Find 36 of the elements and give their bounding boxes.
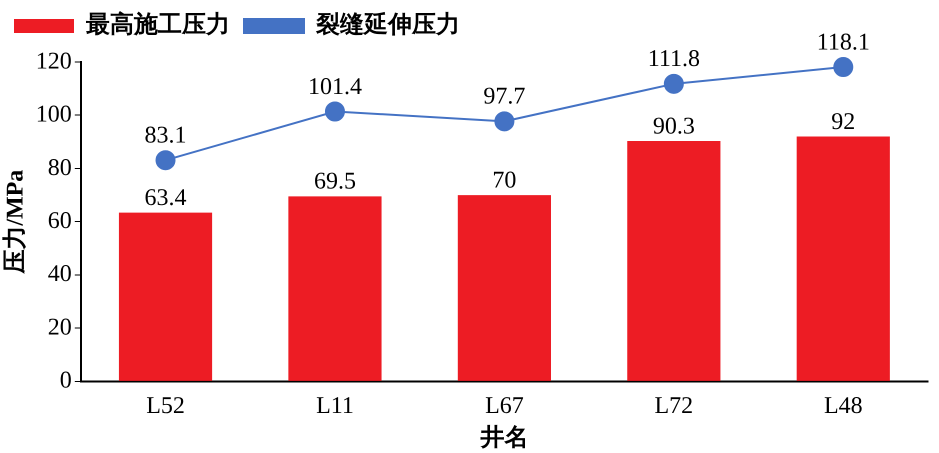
data-label: 101.4 <box>308 74 362 100</box>
legend-label: 最高施工压力 <box>85 10 230 38</box>
y-tick-label: 100 <box>36 102 72 128</box>
point <box>494 111 514 132</box>
data-label: 118.1 <box>816 29 870 56</box>
data-label: 97.7 <box>483 84 526 110</box>
point <box>833 57 854 78</box>
y-axis-title: 压力/MPa <box>2 170 29 275</box>
y-tick-label: 20 <box>48 314 72 340</box>
y-tick-label: 0 <box>60 368 72 394</box>
data-label: 111.8 <box>648 46 700 72</box>
y-tick-label: 60 <box>48 208 72 234</box>
data-label: 90.3 <box>652 113 695 140</box>
x-tick-label: L11 <box>316 393 354 420</box>
point <box>324 102 345 122</box>
data-label: 92 <box>831 108 856 135</box>
data-label: 70 <box>492 167 516 194</box>
y-tick-label: 80 <box>48 154 72 181</box>
x-tick-label: L52 <box>146 393 185 420</box>
data-label: 69.5 <box>314 168 356 195</box>
data-label: 83.1 <box>144 122 187 149</box>
bar <box>288 196 382 381</box>
x-tick-label: L72 <box>654 393 694 420</box>
bar <box>458 195 551 381</box>
bar <box>118 212 212 381</box>
x-axis-title: 井名 <box>479 424 528 451</box>
point <box>156 150 176 170</box>
data-label: 63.4 <box>144 184 187 211</box>
x-tick-label: L67 <box>485 393 524 420</box>
bar <box>796 136 890 381</box>
bar <box>627 141 720 381</box>
legend-label: 裂缝延伸压力 <box>315 11 460 38</box>
y-tick-label: 120 <box>36 48 72 74</box>
y-tick-label: 40 <box>48 261 72 288</box>
x-tick-label: L48 <box>824 393 863 420</box>
point <box>664 74 684 94</box>
